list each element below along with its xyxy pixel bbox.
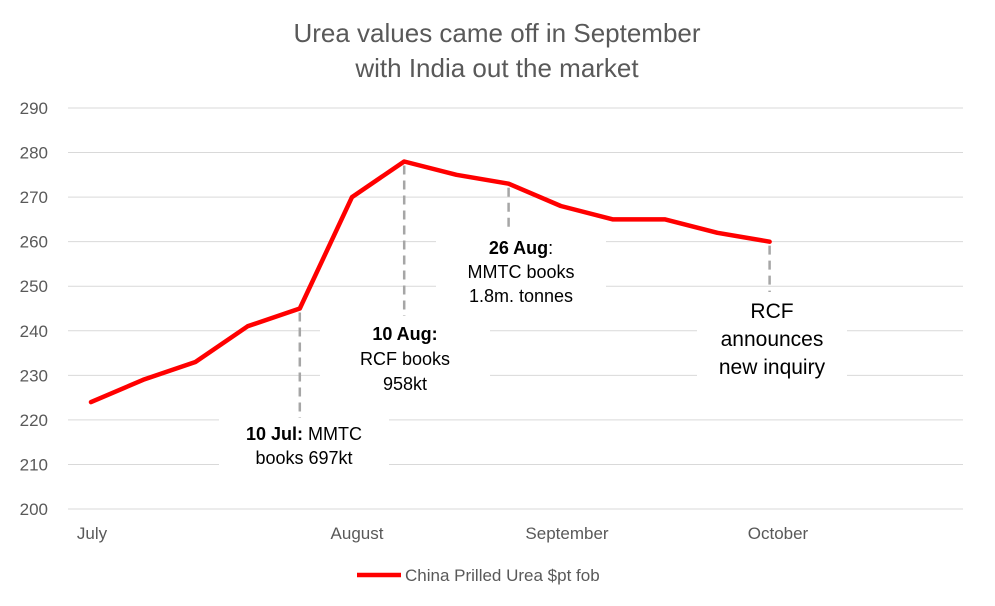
x-tick-label: September (525, 524, 608, 543)
series-lines (88, 159, 772, 405)
legend: China Prilled Urea $pt fob (357, 566, 600, 585)
annotation-text: RCF (750, 300, 793, 323)
annotation-text: 10 Jul: MMTC (246, 424, 362, 444)
annotation-text: announces (721, 328, 824, 351)
x-tick-label: July (77, 524, 108, 543)
series-line-china-prilled-urea (88, 159, 772, 405)
annotation-text: 26 Aug: (489, 238, 553, 258)
annotation-box (320, 316, 490, 396)
annotation-box (219, 418, 389, 469)
annotation-date: 10 Aug: (372, 324, 437, 344)
y-tick-label: 220 (20, 411, 48, 430)
y-tick-label: 280 (20, 144, 48, 163)
y-tick-label: 210 (20, 455, 48, 474)
annotation-box (697, 292, 847, 386)
y-tick-label: 250 (20, 277, 48, 296)
y-tick-label: 240 (20, 322, 48, 341)
x-axis-ticks: July August September October (77, 524, 809, 543)
chart-title-line-2: with India out the market (354, 53, 639, 83)
y-axis-ticks: 200 210 220 230 240 250 260 270 280 290 (20, 99, 48, 519)
annotation-text: new inquiry (719, 356, 826, 379)
annotations: 10 Jul: MMTC books 697kt 10 Aug: RCF books 9… (219, 165, 847, 469)
annotation-text: 958kt (383, 374, 427, 394)
annotation-text: RCF books (360, 349, 450, 369)
annotation-body: MMTC (303, 424, 362, 444)
x-tick-label: October (748, 524, 809, 543)
y-tick-label: 290 (20, 99, 48, 118)
annotation-text: books 697kt (255, 448, 352, 468)
y-tick-label: 260 (20, 233, 48, 252)
annotation-date: 26 Aug (489, 238, 548, 258)
annotation-date: 10 Jul: (246, 424, 303, 444)
legend-label: China Prilled Urea $pt fob (405, 566, 600, 585)
annotation-text: 1.8m. tonnes (469, 286, 573, 306)
annotation-body: : (548, 238, 553, 258)
annotation-box (436, 232, 606, 314)
y-tick-label: 230 (20, 366, 48, 385)
x-tick-label: August (331, 524, 384, 543)
chart-title-line-1: Urea values came off in September (293, 18, 700, 48)
annotation-text: MMTC books (467, 262, 574, 282)
y-tick-label: 200 (20, 500, 48, 519)
y-tick-label: 270 (20, 188, 48, 207)
